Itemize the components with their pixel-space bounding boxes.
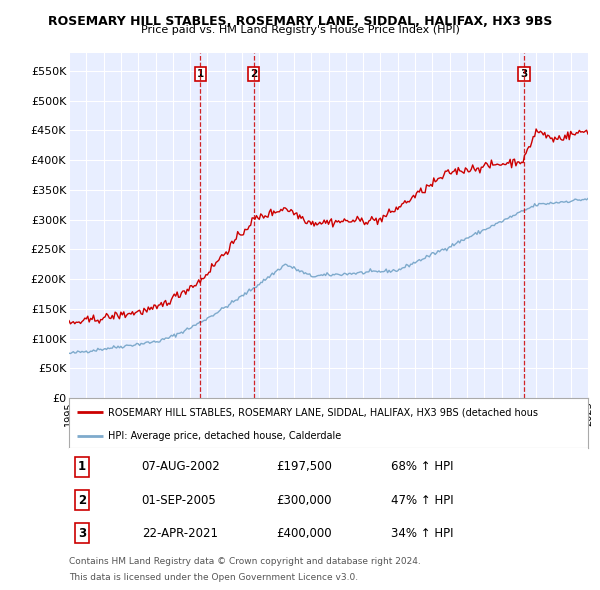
Text: 01-SEP-2005: 01-SEP-2005 xyxy=(142,493,217,507)
Text: This data is licensed under the Open Government Licence v3.0.: This data is licensed under the Open Gov… xyxy=(69,573,358,582)
Text: 47% ↑ HPI: 47% ↑ HPI xyxy=(391,493,454,507)
Text: 3: 3 xyxy=(78,526,86,540)
Text: 2: 2 xyxy=(78,493,86,507)
Text: 2: 2 xyxy=(250,68,257,78)
Text: £300,000: £300,000 xyxy=(277,493,332,507)
Text: £197,500: £197,500 xyxy=(277,460,332,474)
Text: ROSEMARY HILL STABLES, ROSEMARY LANE, SIDDAL, HALIFAX, HX3 9BS: ROSEMARY HILL STABLES, ROSEMARY LANE, SI… xyxy=(48,15,552,28)
Text: ROSEMARY HILL STABLES, ROSEMARY LANE, SIDDAL, HALIFAX, HX3 9BS (detached hous: ROSEMARY HILL STABLES, ROSEMARY LANE, SI… xyxy=(108,407,538,417)
Text: Contains HM Land Registry data © Crown copyright and database right 2024.: Contains HM Land Registry data © Crown c… xyxy=(69,556,421,566)
Text: 1: 1 xyxy=(78,460,86,474)
Text: 07-AUG-2002: 07-AUG-2002 xyxy=(142,460,220,474)
Text: 34% ↑ HPI: 34% ↑ HPI xyxy=(391,526,453,540)
Text: 22-APR-2021: 22-APR-2021 xyxy=(142,526,218,540)
Text: 3: 3 xyxy=(520,68,527,78)
Text: £400,000: £400,000 xyxy=(277,526,332,540)
Text: 68% ↑ HPI: 68% ↑ HPI xyxy=(391,460,453,474)
Text: 1: 1 xyxy=(197,68,204,78)
Text: Price paid vs. HM Land Registry's House Price Index (HPI): Price paid vs. HM Land Registry's House … xyxy=(140,25,460,35)
Text: HPI: Average price, detached house, Calderdale: HPI: Average price, detached house, Cald… xyxy=(108,431,341,441)
